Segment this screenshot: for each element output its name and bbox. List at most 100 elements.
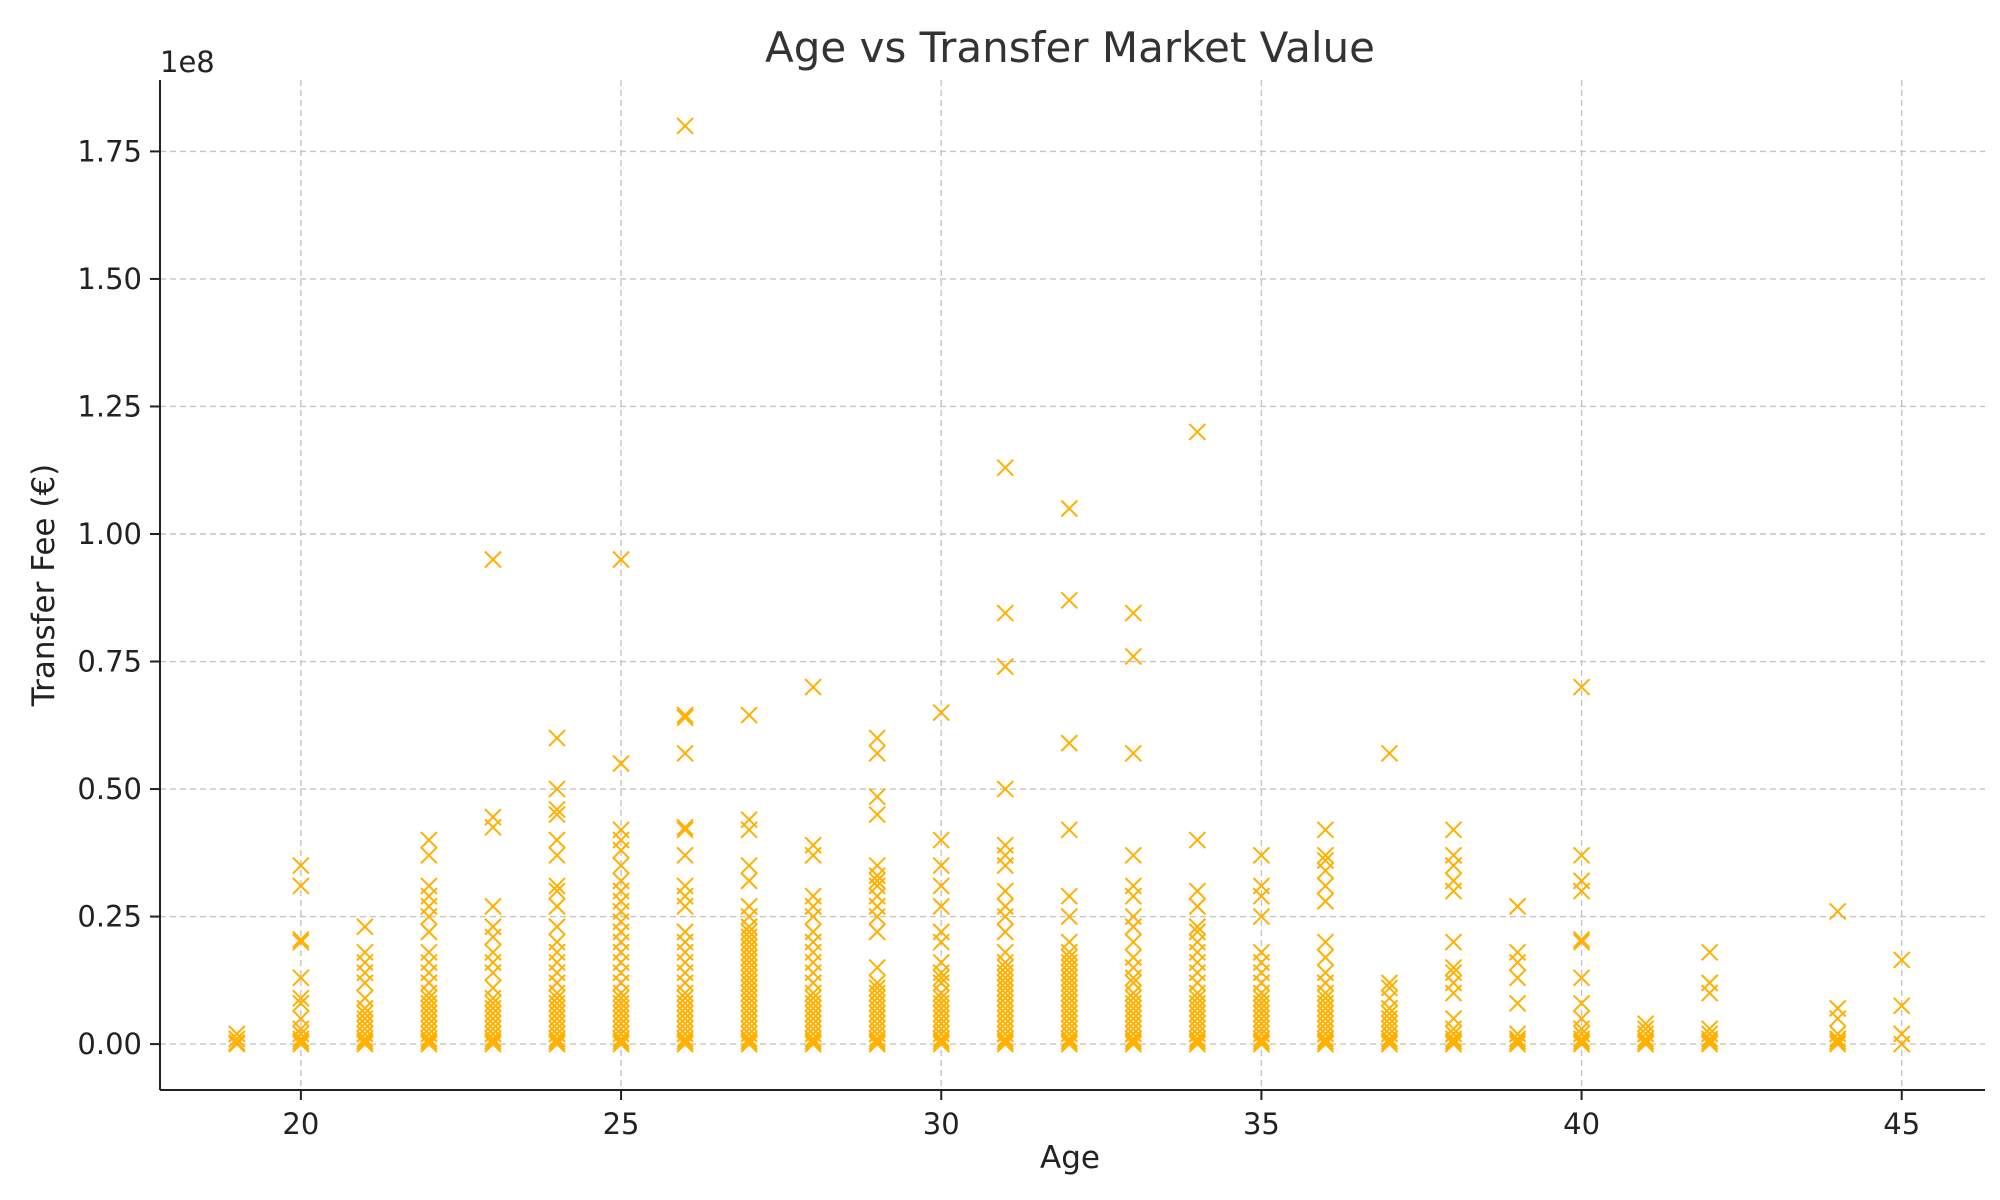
- scatter-point: [804, 678, 822, 696]
- scatter-point: [1572, 969, 1591, 987]
- scatter-point: [1060, 887, 1079, 905]
- scatter-point: [1572, 678, 1591, 696]
- scatter-point: [996, 780, 1014, 798]
- scatter-point: [996, 836, 1014, 854]
- scatter-point: [484, 979, 502, 997]
- scatter-point: [612, 856, 630, 875]
- scatter-point: [1893, 997, 1911, 1015]
- scatter-point: [1508, 943, 1527, 961]
- scatter-point: [612, 989, 630, 1007]
- scatter-point: [804, 887, 822, 905]
- scatter-point: [292, 1032, 310, 1051]
- scatter-point: [1124, 907, 1143, 926]
- scatter-point: [1380, 744, 1399, 763]
- scatter-point: [548, 800, 566, 819]
- scatter-point: [228, 1025, 246, 1043]
- y-axis-label: Transfer Fee (€): [26, 464, 62, 708]
- scatter-point: [548, 933, 566, 951]
- scatter-point: [1188, 1032, 1207, 1051]
- scatter-point: [996, 882, 1014, 900]
- scatter-point: [292, 856, 310, 875]
- scatter-point: [1060, 499, 1079, 518]
- scatter-point: [484, 994, 502, 1012]
- scatter-point: [1444, 1009, 1463, 1028]
- scatter-point: [676, 1032, 694, 1051]
- scatter-point: [292, 1025, 310, 1043]
- scatter-point: [1252, 846, 1271, 865]
- y-tick-label: 0.25: [77, 900, 142, 934]
- scatter-point: [484, 897, 502, 916]
- scatter-point: [548, 882, 566, 900]
- scatter-point: [356, 943, 374, 961]
- scatter-point: [740, 923, 758, 941]
- scatter-point: [1252, 877, 1271, 895]
- scatter-point: [1252, 1032, 1271, 1051]
- scatter-point: [1124, 877, 1143, 895]
- scatter-point: [1316, 989, 1335, 1007]
- y-tick-label: 1.00: [77, 517, 142, 551]
- scatter-point: [1124, 744, 1143, 763]
- scatter-point: [548, 729, 566, 747]
- scatter-point: [420, 989, 438, 1007]
- scatter-point: [420, 1032, 438, 1051]
- scatter-point: [420, 831, 438, 849]
- scatter-point: [676, 923, 694, 941]
- scatter-point: [1444, 1032, 1463, 1051]
- scatter-point: [1188, 882, 1207, 900]
- scatter-point: [1572, 994, 1591, 1012]
- scatter-point: [1316, 892, 1335, 910]
- scatter-point: [1700, 1032, 1719, 1051]
- scatter-point: [868, 744, 886, 763]
- scatter-point: [1060, 933, 1079, 951]
- scatter-point: [868, 974, 886, 992]
- scatter-point: [292, 969, 310, 987]
- scatter-point: [1124, 989, 1143, 1007]
- scatter-point: [932, 831, 950, 849]
- scatter-point: [1124, 647, 1143, 666]
- y-offset-label: 1e8: [160, 45, 215, 79]
- scatter-point: [740, 1032, 758, 1051]
- scatter-point: [676, 708, 694, 727]
- scatter-point: [228, 1030, 246, 1048]
- scatter-point: [1508, 994, 1527, 1012]
- scatter-point: [1508, 1025, 1527, 1043]
- scatter-point: [1252, 943, 1271, 961]
- scatter-point: [1508, 1032, 1527, 1051]
- scatter-point: [612, 1032, 630, 1051]
- scatter-point: [996, 657, 1014, 676]
- scatter-point: [1636, 1020, 1655, 1038]
- scatter-point: [420, 846, 438, 865]
- scatter-point: [1188, 989, 1207, 1007]
- scatter-point: [1188, 918, 1207, 936]
- scatter-point: [1124, 933, 1143, 951]
- scatter-point: [1444, 1025, 1463, 1043]
- scatter-point: [1316, 821, 1335, 839]
- scatter-point: [1060, 821, 1079, 839]
- scatter-point: [1572, 1009, 1591, 1028]
- scatter-point: [612, 754, 630, 773]
- y-tick-label: 0.00: [77, 1027, 142, 1061]
- scatter-point: [1700, 974, 1719, 992]
- scatter-point: [996, 958, 1014, 977]
- scatter-point: [1444, 872, 1463, 890]
- scatter-point: [228, 1033, 246, 1052]
- scatter-point: [1444, 933, 1463, 951]
- y-tick-label: 1.25: [77, 389, 142, 423]
- scatter-point: [1572, 933, 1591, 951]
- scatter-point: [868, 787, 886, 806]
- scatter-point: [1893, 951, 1911, 969]
- scatter-point: [1124, 846, 1143, 865]
- scatter-point: [676, 818, 694, 837]
- scatter-point: [292, 930, 310, 949]
- scatter-point: [548, 805, 566, 824]
- scatter-point: [292, 994, 310, 1012]
- scatter-point: [1380, 974, 1399, 992]
- scatter-point: [1508, 897, 1527, 916]
- scatter-point: [484, 808, 502, 826]
- scatter-point: [932, 1032, 950, 1051]
- scatter-point: [548, 831, 566, 849]
- y-tick-label: 1.75: [77, 134, 142, 168]
- scatter-point: [996, 943, 1014, 961]
- scatter-point: [804, 836, 822, 854]
